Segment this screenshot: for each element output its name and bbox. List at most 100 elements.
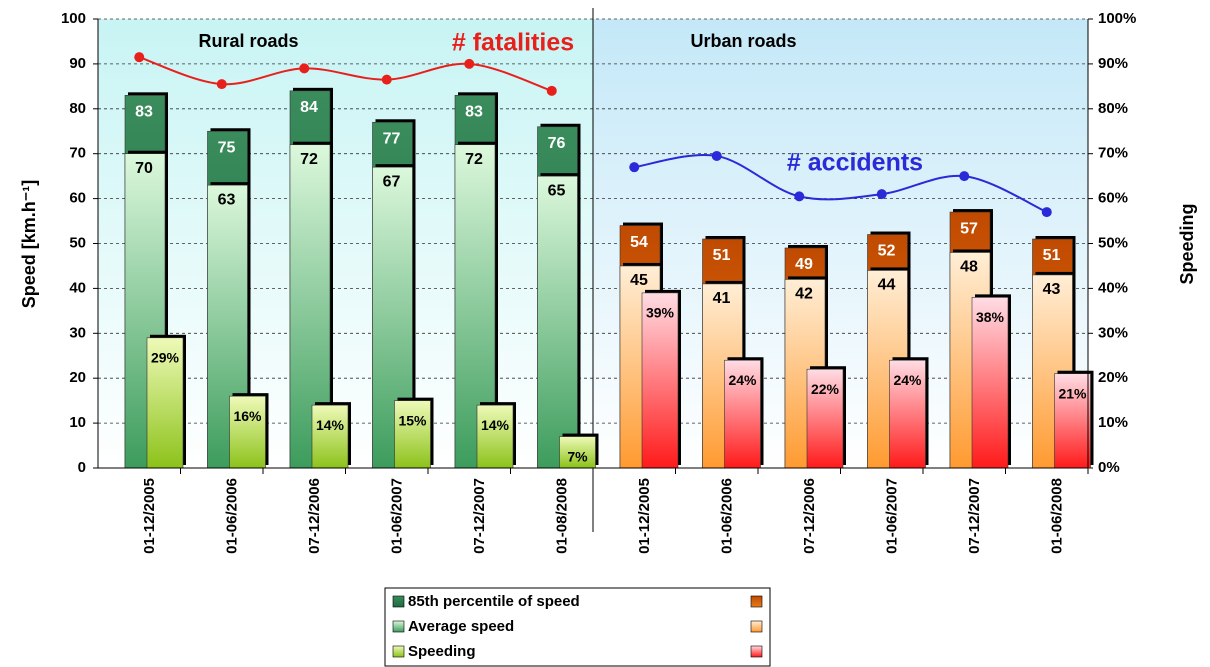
- data-label: 43: [1043, 281, 1061, 298]
- bar: [559, 436, 596, 469]
- data-label: 48: [960, 259, 978, 276]
- bar: [971, 297, 1009, 469]
- y2-tick-label: 80%: [1098, 100, 1128, 117]
- line-annotation: # accidents: [787, 149, 923, 177]
- y-tick-label: 70: [69, 145, 86, 162]
- x-tick-label: 01-06/2008: [1048, 478, 1065, 554]
- group-label: Urban roads: [690, 31, 796, 51]
- y-tick-label: 80: [69, 100, 86, 117]
- bar: [889, 359, 926, 469]
- bar: [724, 359, 761, 469]
- data-label: 29%: [151, 349, 180, 365]
- line-marker: [381, 74, 392, 85]
- data-label: 52: [878, 243, 896, 260]
- data-label: 63: [218, 191, 236, 208]
- data-label: 14%: [316, 417, 345, 433]
- y-tick-label: 60: [69, 190, 86, 207]
- x-tick-label: 01-12/2005: [636, 478, 653, 554]
- line-marker: [1041, 207, 1052, 218]
- bar: [1054, 373, 1091, 469]
- legend-label: Speeding: [408, 643, 476, 660]
- data-label: 83: [465, 104, 483, 121]
- x-tick-label: 01-08/2008: [553, 478, 570, 554]
- data-label: 44: [878, 277, 896, 294]
- data-label: 42: [795, 286, 813, 303]
- y-axis-label: Speed [km.h⁻¹]: [19, 180, 39, 309]
- legend-box: [384, 587, 771, 667]
- data-label: 38%: [976, 309, 1005, 325]
- y2-tick-label: 10%: [1098, 414, 1128, 431]
- series-line: [138, 56, 553, 92]
- legend-swatch: [750, 645, 763, 658]
- x-tick-label: 07-12/2007: [471, 478, 488, 554]
- legend-label: Average speed: [408, 618, 514, 635]
- data-label: 77: [383, 130, 401, 147]
- data-label: 49: [795, 256, 813, 273]
- y-tick-label: 20: [69, 369, 86, 386]
- x-tick-label: 01-06/2007: [388, 478, 405, 554]
- y2-tick-label: 60%: [1098, 190, 1128, 207]
- y2-tick-label: 90%: [1098, 55, 1128, 72]
- y2-axis-label: Speeding: [1177, 203, 1197, 284]
- line-marker: [629, 162, 640, 173]
- y-tick-label: 90: [69, 55, 86, 72]
- y-tick-label: 10: [69, 414, 86, 431]
- line-marker: [711, 150, 722, 161]
- data-label: 7%: [567, 448, 588, 464]
- y-tick-label: 100: [61, 10, 86, 27]
- x-tick-label: 01-06/2006: [718, 478, 735, 554]
- x-tick-label: 01-06/2006: [223, 478, 240, 554]
- data-label: 41: [713, 290, 731, 307]
- data-label: 75: [218, 139, 236, 156]
- data-label: 57: [960, 220, 978, 237]
- legend-swatch: [392, 645, 405, 658]
- data-label: 24%: [728, 372, 757, 388]
- y-tick-label: 40: [69, 279, 86, 296]
- series-line: [634, 154, 1048, 213]
- bar: [641, 292, 679, 469]
- bar: [146, 337, 184, 469]
- line-marker: [546, 85, 557, 96]
- x-tick-label: 01-06/2007: [883, 478, 900, 554]
- y-tick-label: 30: [69, 324, 86, 341]
- x-tick-label: 07-12/2006: [801, 478, 818, 554]
- line-annotation: # fatalities: [452, 29, 574, 57]
- x-tick-label: 01-12/2005: [141, 478, 158, 554]
- y2-tick-label: 30%: [1098, 324, 1128, 341]
- data-label: 22%: [811, 381, 840, 397]
- line-marker: [464, 58, 475, 69]
- bar: [311, 404, 349, 469]
- data-label: 21%: [1058, 385, 1087, 401]
- y2-tick-label: 20%: [1098, 369, 1128, 386]
- data-label: 72: [465, 151, 483, 168]
- legend-label: 85th percentile of speed: [408, 593, 580, 610]
- data-label: 16%: [233, 408, 262, 424]
- line-marker: [299, 63, 310, 74]
- data-label: 65: [548, 182, 566, 199]
- line-marker: [794, 191, 805, 202]
- legend-swatch: [392, 620, 405, 633]
- line-marker: [959, 171, 970, 182]
- bar: [476, 404, 514, 469]
- y-tick-label: 0: [78, 459, 86, 476]
- line-marker: [876, 189, 887, 200]
- group-label: Rural roads: [198, 31, 298, 51]
- data-label: 67: [383, 173, 401, 190]
- bar: [394, 400, 431, 469]
- legend-swatch: [750, 620, 763, 633]
- bar: [806, 368, 844, 469]
- y2-tick-label: 100%: [1098, 10, 1136, 27]
- data-label: 54: [630, 234, 648, 251]
- y2-tick-label: 0%: [1098, 459, 1120, 476]
- legend-swatch: [392, 595, 405, 608]
- x-tick-label: 07-12/2007: [966, 478, 983, 554]
- data-label: 39%: [646, 305, 675, 321]
- data-label: 70: [135, 160, 153, 177]
- data-label: 24%: [893, 372, 922, 388]
- line-marker: [134, 52, 145, 63]
- y2-tick-label: 40%: [1098, 279, 1128, 296]
- y-tick-label: 50: [69, 234, 86, 251]
- data-label: 72: [300, 151, 318, 168]
- data-label: 76: [548, 135, 566, 152]
